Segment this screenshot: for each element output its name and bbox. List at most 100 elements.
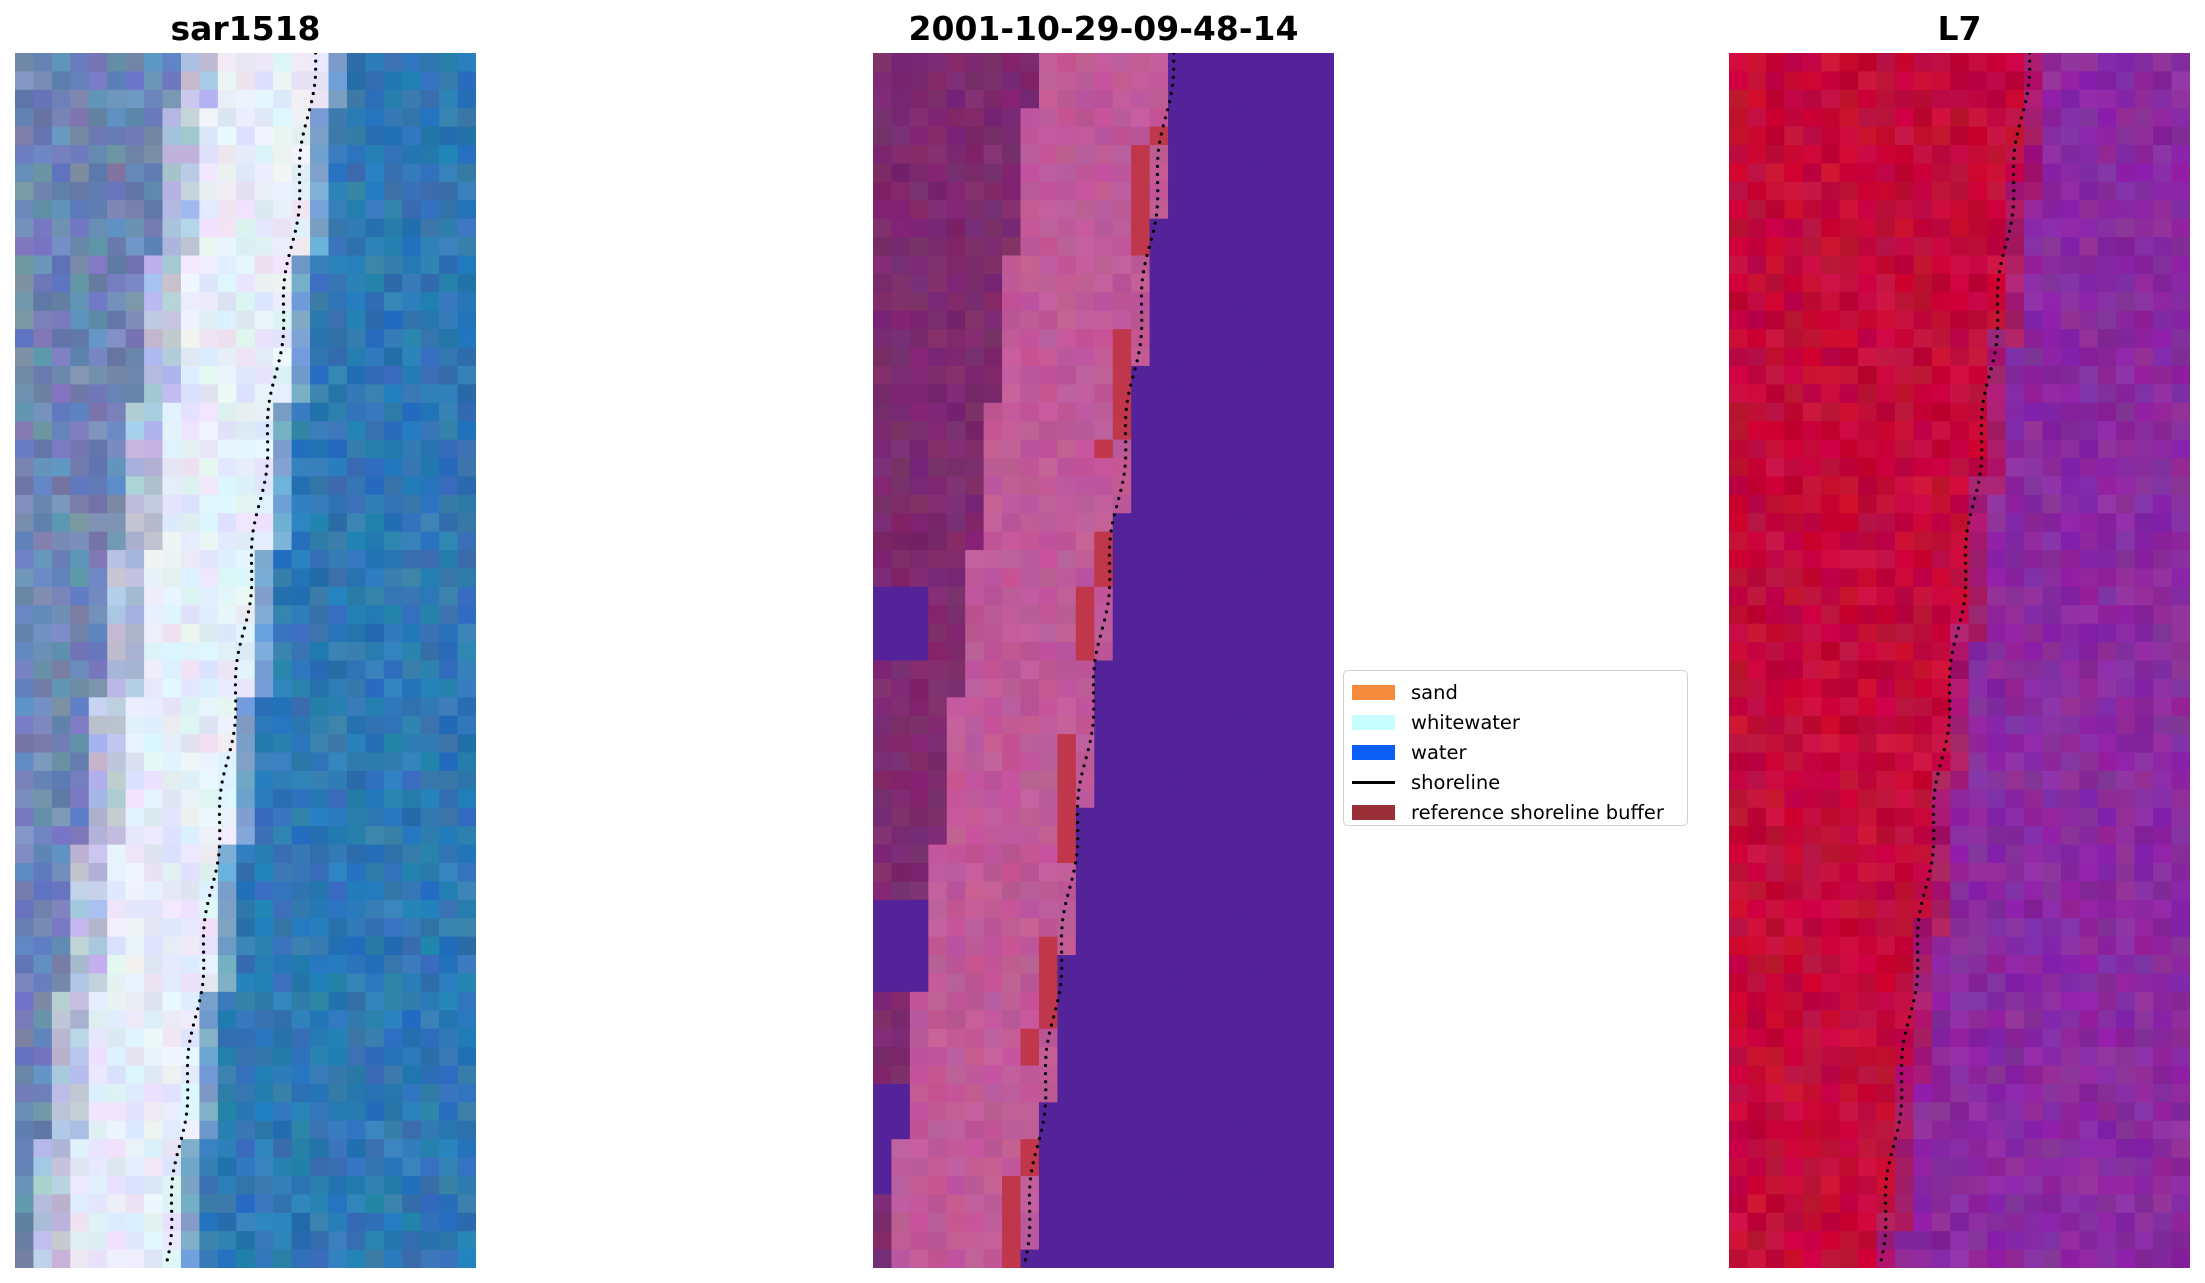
shoreline-point bbox=[291, 237, 295, 241]
shoreline-point bbox=[282, 326, 286, 330]
shoreline-point bbox=[202, 966, 206, 970]
shoreline-point bbox=[1107, 553, 1112, 557]
shoreline-point bbox=[271, 383, 275, 387]
shoreline-point bbox=[1891, 1144, 1895, 1149]
shoreline-point bbox=[1072, 869, 1076, 873]
shoreline-point bbox=[214, 869, 218, 873]
shoreline-point bbox=[250, 537, 254, 541]
shoreline-point bbox=[313, 75, 317, 79]
shoreline-point bbox=[1917, 918, 1921, 922]
shoreline-point bbox=[1938, 764, 1942, 768]
shoreline-point bbox=[1123, 424, 1128, 428]
shoreline-point bbox=[1900, 1047, 1905, 1051]
shoreline-point bbox=[186, 1055, 190, 1059]
shoreline-point bbox=[1908, 1015, 1912, 1019]
shoreline-point bbox=[1940, 756, 1944, 760]
shoreline-point bbox=[1028, 1209, 1032, 1213]
shoreline-point bbox=[217, 845, 222, 849]
shoreline-point bbox=[1043, 1063, 1048, 1068]
shoreline-point bbox=[297, 164, 302, 168]
shoreline-point bbox=[1133, 367, 1137, 371]
shoreline-point bbox=[1088, 739, 1092, 744]
shoreline-point bbox=[2027, 53, 2032, 55]
shoreline-point bbox=[1052, 1015, 1056, 1019]
shoreline-point bbox=[283, 270, 288, 274]
shoreline-point bbox=[1091, 675, 1096, 679]
shoreline-point bbox=[240, 634, 244, 638]
shoreline-point bbox=[1979, 424, 1984, 428]
shoreline-point bbox=[1080, 772, 1084, 776]
shoreline-point bbox=[1140, 318, 1144, 322]
shoreline-point bbox=[1094, 650, 1098, 655]
shoreline-point bbox=[1884, 1225, 1888, 1230]
shoreline-point bbox=[266, 440, 270, 444]
shoreline-point bbox=[1028, 1185, 1032, 1189]
falsecolor-image-panel bbox=[1729, 53, 2190, 1268]
shoreline-point bbox=[1091, 683, 1096, 687]
shoreline-point bbox=[189, 1031, 194, 1035]
shoreline-point bbox=[1123, 432, 1128, 436]
shoreline-point bbox=[228, 748, 232, 752]
shoreline-point bbox=[181, 1128, 186, 1132]
shoreline-point bbox=[2026, 83, 2031, 87]
shoreline-point bbox=[1967, 521, 1971, 525]
shoreline-point bbox=[183, 1120, 187, 1124]
shoreline-point bbox=[1135, 359, 1139, 363]
shoreline-point bbox=[216, 861, 220, 865]
classified-image-panel bbox=[873, 53, 1334, 1268]
shoreline-point bbox=[1169, 91, 1173, 96]
shoreline-point bbox=[1059, 942, 1064, 946]
shoreline-point bbox=[1100, 626, 1105, 630]
shoreline-point bbox=[1915, 982, 1919, 987]
shoreline-point bbox=[233, 723, 237, 727]
shoreline-point bbox=[248, 602, 252, 606]
shoreline-point bbox=[1171, 53, 1176, 55]
shoreline-point bbox=[1145, 253, 1149, 258]
shoreline-point bbox=[1956, 626, 1961, 630]
shoreline-point bbox=[1059, 982, 1063, 987]
shoreline-point bbox=[1127, 391, 1131, 395]
shoreline-point bbox=[254, 513, 259, 517]
shoreline-point bbox=[1049, 1023, 1054, 1027]
shoreline-point bbox=[253, 521, 257, 525]
shoreline-point bbox=[293, 229, 297, 233]
shoreline-point bbox=[2012, 148, 2017, 152]
shoreline-point bbox=[2014, 140, 2018, 144]
shoreline-point bbox=[1075, 853, 1079, 857]
shoreline-point bbox=[1082, 764, 1086, 768]
shoreline-point bbox=[1041, 1120, 1045, 1124]
shoreline-point bbox=[1884, 1185, 1888, 1189]
shoreline-point bbox=[202, 950, 206, 954]
shoreline-point bbox=[1075, 812, 1080, 817]
shoreline-point bbox=[201, 934, 206, 938]
shoreline-point bbox=[172, 1169, 176, 1173]
shoreline-point bbox=[1963, 586, 1968, 590]
shoreline-point bbox=[1139, 302, 1144, 306]
shoreline-point bbox=[2025, 91, 2029, 96]
shoreline-point bbox=[1166, 108, 1170, 112]
shoreline-point bbox=[1092, 707, 1096, 711]
shoreline-point bbox=[1060, 966, 1064, 970]
shoreline-point bbox=[1151, 229, 1155, 233]
shoreline-point bbox=[1161, 124, 1165, 128]
shoreline-point bbox=[173, 1161, 177, 1165]
shoreline-point bbox=[1121, 480, 1125, 484]
shoreline-point bbox=[1124, 407, 1128, 411]
shoreline-point bbox=[264, 472, 268, 476]
shoreline-point bbox=[1027, 1193, 1032, 1197]
shoreline-point bbox=[1932, 837, 1936, 841]
shoreline-point bbox=[1964, 577, 1968, 582]
shoreline-point bbox=[275, 367, 279, 371]
shoreline-point bbox=[232, 731, 236, 736]
shoreline-point bbox=[265, 432, 270, 436]
legend-label-sand: sand bbox=[1411, 680, 1458, 704]
shoreline-point bbox=[1996, 326, 2000, 330]
shoreline-point bbox=[1991, 359, 1995, 363]
shoreline-point bbox=[1995, 302, 2000, 306]
shoreline-point bbox=[1060, 926, 1064, 930]
shoreline-point bbox=[2012, 181, 2016, 185]
shoreline-point bbox=[1028, 1217, 1032, 1221]
shoreline-point bbox=[1883, 1201, 1888, 1205]
shoreline-point bbox=[1091, 715, 1096, 719]
shoreline-point bbox=[1031, 1161, 1035, 1165]
